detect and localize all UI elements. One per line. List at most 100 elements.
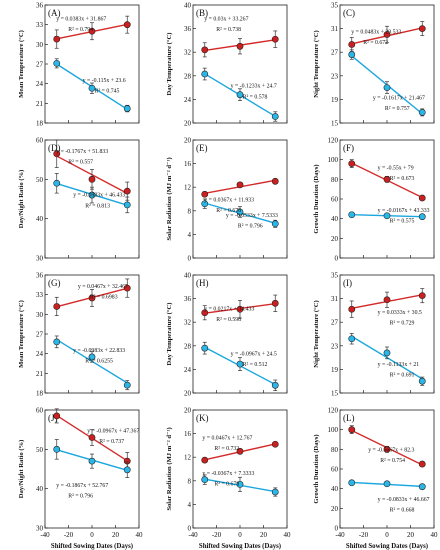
red-data-point [271, 177, 279, 185]
red-equation: y = -0.0967x + 47.367 [87, 429, 139, 435]
x-axis-label: Shifted Sowing Dates (Days) [346, 543, 428, 550]
y-tick-label: 19 [331, 366, 339, 374]
y-tick-label: 0 [188, 525, 192, 533]
blue-data-point [383, 480, 391, 488]
y-tick-label: 33 [36, 21, 44, 29]
y-tick-label: 31 [331, 25, 339, 33]
panel-label: (D) [48, 143, 61, 153]
y-tick-label: 60 [36, 137, 44, 145]
blue-data-point [88, 191, 96, 199]
blue-r-squared: R² = 0.668 [390, 508, 415, 514]
blue-equation: y = -0.1867x + 52.767 [56, 483, 108, 489]
y-tick-label: 4 [188, 231, 192, 239]
y-tick-label: 30 [36, 311, 44, 319]
y-axis-label: Solar Radiation (MJ m⁻² d⁻¹) [166, 427, 173, 510]
x-tick-label: -40 [40, 531, 50, 539]
x-tick-label: 0 [385, 531, 389, 539]
red-data-point [418, 194, 426, 202]
red-data-point [383, 175, 391, 183]
panel-label: (A) [48, 8, 61, 18]
y-tick-label: 32 [184, 319, 192, 327]
blue-data-point [88, 84, 96, 92]
y-tick-label: 35 [331, 2, 339, 10]
x-tick-label: -20 [212, 531, 222, 539]
y-tick-label: 31 [331, 295, 339, 303]
red-r-squared: R² = 0.738 [216, 27, 241, 33]
red-equation: y = 0.0333x + 30.5 [378, 310, 422, 316]
y-tick-label: 4 [188, 501, 192, 509]
y-tick-label: 24 [184, 96, 192, 104]
red-data-point [201, 309, 209, 317]
red-data-point [53, 303, 61, 310]
blue-r-squared: R² = 0.745 [95, 88, 120, 94]
y-tick-label: 19 [331, 96, 339, 104]
y-tick-label: 40 [36, 485, 44, 493]
y-tick-label: 12 [184, 454, 192, 462]
panel-C: 15 19 23 27 31 35 Night Temperature (°C) (C) y =… [313, 2, 435, 128]
y-tick-label: 24 [36, 80, 44, 88]
panel-I: 15 19 23 27 31 35 Night Temperature (°C) (I) y =… [313, 272, 435, 398]
red-data-point [53, 150, 61, 158]
red-data-point [383, 445, 391, 453]
y-tick-label: 27 [36, 331, 44, 339]
blue-data-point [88, 353, 96, 361]
y-tick-label: 28 [184, 72, 192, 80]
y-axis-label: Night Temperature (°C) [313, 30, 320, 97]
y-tick-label: 50 [36, 176, 44, 184]
red-equation: y = 0.0383x + 31.867 [56, 16, 106, 22]
blue-data-point [383, 349, 391, 357]
red-equation: y = -0.1767x + 51.833 [56, 149, 108, 155]
y-axis-label: Day/Night Ratio (%) [18, 440, 25, 499]
red-equation: y = 0.0467x + 12.767 [202, 436, 252, 442]
y-tick-label: 0 [335, 525, 339, 533]
y-axis-label: Mean Temperature (°C) [18, 30, 25, 98]
y-tick-label: 50 [36, 446, 44, 454]
blue-data-point [418, 377, 426, 385]
x-tick-label: 40 [136, 531, 144, 539]
y-tick-label: 15 [331, 390, 339, 398]
x-tick-label: 40 [284, 531, 292, 539]
y-tick-label: 21 [36, 370, 44, 378]
blue-data-point [201, 476, 209, 484]
blue-data-point [53, 179, 61, 187]
y-tick-label: 40 [36, 215, 44, 223]
red-r-squared: R² = 0.754 [380, 458, 405, 464]
red-r-squared: R² = 0.729 [390, 321, 415, 327]
blue-data-point [236, 480, 244, 488]
blue-data-point [271, 488, 279, 496]
y-tick-label: 120 [328, 407, 339, 415]
y-tick-label: 8 [188, 207, 192, 215]
red-data-point [236, 305, 244, 313]
blue-data-point [383, 212, 391, 220]
y-tick-label: 8 [188, 477, 192, 485]
y-tick-label: 32 [184, 49, 192, 57]
y-tick-label: 18 [36, 390, 44, 398]
blue-r-squared: R² = 0.6255 [85, 358, 113, 364]
blue-r-squared: R² = 0.575 [390, 219, 415, 225]
y-tick-label: 16 [184, 160, 192, 168]
x-axis-label: Shifted Sowing Dates (Days) [199, 543, 281, 550]
red-data-point [271, 35, 279, 43]
y-tick-label: 27 [331, 49, 339, 57]
blue-data-point [348, 335, 356, 343]
blue-data-point [123, 105, 131, 112]
panel-label: (F) [343, 143, 354, 153]
y-tick-label: 30 [36, 255, 44, 263]
blue-data-point [271, 381, 279, 389]
blue-data-point [201, 344, 209, 352]
y-axis-label: Day Temperature (°C) [166, 33, 173, 96]
y-tick-label: 27 [331, 319, 339, 327]
red-data-point [88, 27, 96, 35]
x-tick-label: -20 [64, 531, 74, 539]
plot-frame [192, 409, 288, 529]
red-equation: y = 0.03x + 33.267 [204, 16, 248, 22]
red-data-point [88, 294, 96, 302]
y-tick-label: 36 [184, 25, 192, 33]
blue-equation: y = -0.0833x + 46.667 [378, 497, 430, 503]
y-tick-label: 80 [331, 176, 339, 184]
y-tick-label: 36 [36, 272, 44, 280]
blue-equation: y = -0.0167x + 43.333 [378, 208, 430, 214]
blue-r-squared: R² = 0.796 [68, 493, 93, 499]
